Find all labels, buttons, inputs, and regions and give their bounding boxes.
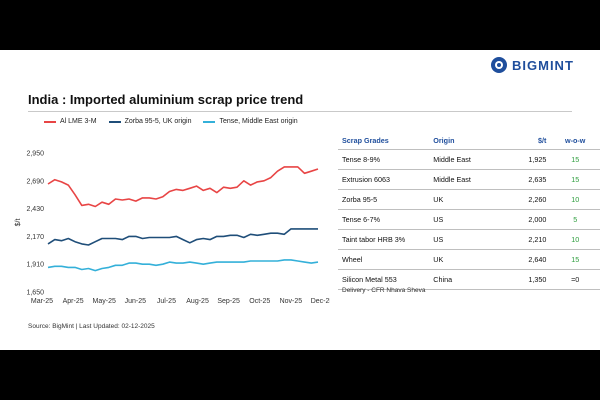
grade-cell: Taint tabor HRB 3%	[338, 229, 430, 250]
y-tick-label: 2,170	[26, 234, 44, 241]
y-axis: 1,650 1,910 2,170 2,430 2,690 2,950	[26, 151, 44, 297]
y-tick-label: 1,910	[26, 262, 44, 269]
x-tick-label: Sep-25	[217, 298, 240, 305]
origin-cell: Middle East	[429, 149, 493, 170]
grade-cell: Silicon Metal 553	[338, 269, 430, 290]
series-line-0	[47, 166, 319, 208]
grade-cell: Wheel	[338, 249, 430, 270]
table-row: Tense 6-7% US 2,000 5	[338, 209, 600, 230]
wow-cell: 5	[550, 209, 600, 230]
wow-cell: 10	[550, 189, 600, 210]
series-line-1	[47, 228, 318, 246]
x-tick-label: May-25	[93, 298, 116, 305]
wow-cell: =0	[550, 269, 600, 290]
grade-cell: Zorba 95-5	[338, 189, 430, 210]
price-cell: 2,210	[492, 229, 551, 250]
table-header-row: Scrap Grades Origin $/t w-o-w	[338, 131, 600, 150]
price-cell: 2,640	[492, 249, 551, 270]
x-tick-label: Mar-25	[31, 298, 53, 305]
table-row: Extrusion 6063 Middle East 2,635 15	[338, 169, 600, 190]
y-tick-label: 2,430	[26, 206, 44, 213]
wow-cell: 15	[550, 149, 600, 170]
wow-cell: 15	[550, 169, 600, 190]
x-tick-label: Aug-25	[186, 298, 209, 305]
scrap-grades-table: Scrap Grades Origin $/t w-o-w Tense 8-9%…	[338, 131, 600, 290]
header-grade: Scrap Grades	[338, 131, 430, 150]
origin-cell: UK	[429, 189, 493, 210]
legend-swatch-tense	[203, 120, 216, 123]
brand-logo: BIGMINT	[491, 57, 574, 73]
price-cell: 2,260	[492, 189, 551, 210]
header-price: $/t	[492, 131, 551, 150]
origin-cell: US	[429, 229, 493, 250]
legend-label-lme: Al LME 3-M	[60, 118, 97, 125]
header-origin: Origin	[429, 131, 493, 150]
price-cell: 2,635	[492, 169, 551, 190]
brand-name: BIGMINT	[512, 57, 574, 73]
series-line-2	[47, 259, 319, 272]
wow-cell: 15	[550, 249, 600, 270]
table-row: Tense 8-9% Middle East 1,925 15	[338, 149, 600, 170]
legend-item-tense: Tense, Middle East origin	[203, 118, 298, 125]
chart-series	[47, 166, 319, 272]
legend-swatch-lme	[44, 120, 56, 123]
legend-item-zorba: Zorba 95-5, UK origin	[108, 118, 192, 125]
chart-legend: Al LME 3-M Zorba 95-5, UK origin Tense, …	[44, 118, 298, 125]
source-note: Source: BigMint | Last Updated: 02-12-20…	[28, 323, 155, 330]
price-cell: 1,925	[492, 149, 551, 170]
price-trend-chart: 1,650 1,910 2,170 2,430 2,690 2,950 Mar-25 Apr…	[15, 151, 330, 306]
x-tick-label: Apr-25	[63, 298, 84, 305]
bigmint-logo-icon	[491, 57, 507, 73]
wow-cell: 10	[550, 229, 600, 250]
x-tick-label: Dec-25	[311, 298, 330, 305]
grade-cell: Extrusion 6063	[338, 169, 430, 190]
y-axis-label: $/t	[15, 219, 22, 227]
x-tick-label: Oct-25	[249, 298, 270, 305]
x-tick-label: Nov-25	[280, 298, 303, 305]
origin-cell: Middle East	[429, 169, 493, 190]
origin-cell: US	[429, 209, 493, 230]
origin-cell: UK	[429, 249, 493, 270]
grade-cell: Tense 8-9%	[338, 149, 430, 170]
price-cell: 2,000	[492, 209, 551, 230]
y-tick-label: 2,950	[26, 151, 44, 158]
table-row: Wheel UK 2,640 15	[338, 249, 600, 270]
grade-cell: Tense 6-7%	[338, 209, 430, 230]
y-tick-label: 2,690	[26, 178, 44, 185]
price-cell: 1,350	[492, 269, 551, 290]
legend-label-tense: Tense, Middle East origin	[219, 118, 298, 125]
page-title: India : Imported aluminium scrap price t…	[28, 92, 304, 107]
legend-item-lme: Al LME 3-M	[44, 118, 97, 125]
y-tick-label: 1,650	[26, 290, 44, 297]
x-tick-label: Jul-25	[157, 298, 176, 305]
x-axis: Mar-25 Apr-25 May-25 Jun-25 Jul-25 Aug-25 Sep-…	[31, 298, 330, 305]
legend-label-zorba: Zorba 95-5, UK origin	[124, 118, 192, 125]
table-row: Taint tabor HRB 3% US 2,210 10	[338, 229, 600, 250]
legend-swatch-zorba	[108, 120, 121, 123]
title-divider	[28, 111, 572, 112]
x-tick-label: Jun-25	[125, 298, 147, 305]
table-row: Silicon Metal 553 China 1,350 =0	[338, 269, 600, 290]
table-row: Zorba 95-5 UK 2,260 10	[338, 189, 600, 210]
delivery-note: Delivery - CFR Nhava Sheva	[342, 287, 426, 294]
header-wow: w-o-w	[550, 131, 600, 150]
origin-cell: China	[429, 269, 493, 290]
